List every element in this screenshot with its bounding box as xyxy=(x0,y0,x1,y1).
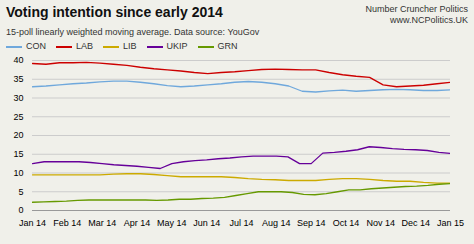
svg-text:Feb 14: Feb 14 xyxy=(53,218,81,228)
svg-text:40: 40 xyxy=(13,55,23,65)
html-text:LAB: LAB xyxy=(76,41,93,51)
html-text:CON: CON xyxy=(26,41,46,51)
svg-text:Apr 14: Apr 14 xyxy=(124,218,151,228)
svg-text:Jan 15: Jan 15 xyxy=(437,218,464,228)
svg-text:Oct 14: Oct 14 xyxy=(333,218,360,228)
svg-text:Jun 14: Jun 14 xyxy=(193,218,220,228)
svg-text:35: 35 xyxy=(13,74,23,84)
svg-text:20: 20 xyxy=(13,130,23,140)
svg-text:Dec 14: Dec 14 xyxy=(401,218,430,228)
html-text:UKIP: UKIP xyxy=(166,41,188,51)
svg-text:30: 30 xyxy=(13,93,23,103)
svg-text:May 14: May 14 xyxy=(157,218,187,228)
html-text:GRN: GRN xyxy=(217,41,238,51)
html-text:LIB: LIB xyxy=(123,41,137,51)
svg-text:Mar 14: Mar 14 xyxy=(88,218,116,228)
svg-text:15: 15 xyxy=(13,149,23,159)
svg-text:Nov 14: Nov 14 xyxy=(367,218,396,228)
svg-text:Jul 14: Jul 14 xyxy=(229,218,253,228)
html-text:Number Cruncher Politics www.N: Number Cruncher Politics www.NCPolitics.… xyxy=(365,4,468,25)
svg-text:Jan 14: Jan 14 xyxy=(19,218,46,228)
html-text:Voting intention since early 2: Voting intention since early 2014 xyxy=(6,4,223,20)
svg-text:Sep 14: Sep 14 xyxy=(297,218,326,228)
svg-text:25: 25 xyxy=(13,112,23,122)
html-text:15-poll linearly weighted movi: 15-poll linearly weighted moving average… xyxy=(6,27,260,37)
svg-text:0: 0 xyxy=(18,205,23,215)
svg-text:10: 10 xyxy=(13,168,23,178)
svg-text:5: 5 xyxy=(18,187,23,197)
svg-text:Aug 14: Aug 14 xyxy=(262,218,291,228)
